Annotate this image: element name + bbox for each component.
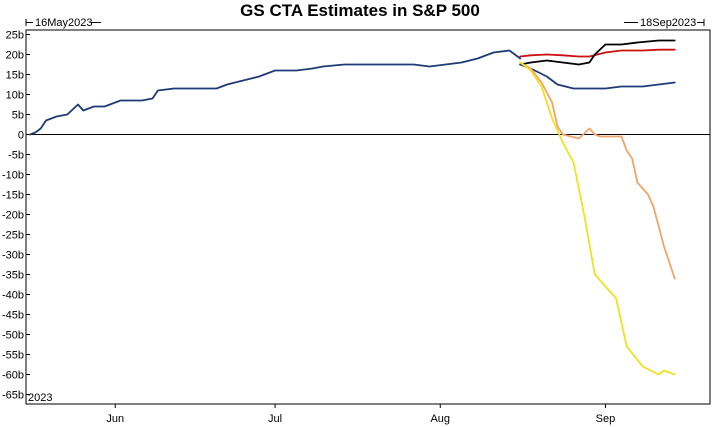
y-tick-label: 20b	[6, 50, 24, 62]
y-tick-label: 5b	[12, 110, 24, 122]
range-start-marker: 16May2023	[25, 17, 101, 29]
x-axis: Jun Jul Aug Sep	[106, 404, 615, 425]
range-end-marker: 18Sep2023	[624, 17, 705, 29]
plot-area-frame	[25, 29, 711, 405]
series-line	[519, 61, 676, 376]
y-tick-label: 15b	[6, 70, 24, 82]
year-label: 2023	[28, 392, 52, 404]
y-tick-label: 0	[18, 130, 24, 142]
series-layer	[29, 39, 676, 376]
range-start-label: 16May2023	[35, 17, 93, 29]
x-tick-label: Sep	[596, 413, 616, 425]
y-tick-label: -50b	[2, 330, 24, 342]
x-tick-label: Aug	[430, 413, 450, 425]
x-tick-label: Jun	[106, 413, 124, 425]
y-tick-label: -30b	[2, 250, 24, 262]
series-line	[519, 48, 676, 58]
y-tick-label: -20b	[2, 210, 24, 222]
chart-title: GS CTA Estimates in S&P 500	[240, 1, 480, 20]
range-end-label: 18Sep2023	[640, 17, 696, 29]
y-tick-label: -40b	[2, 290, 24, 302]
y-axis: 25b 20b 15b 10b 5b 0 -5b -10b -15b -20b -25b -30b -3…	[2, 30, 30, 402]
y-tick-label: -45b	[2, 310, 24, 322]
series-line	[519, 39, 676, 66]
series-line	[519, 63, 676, 90]
series-line	[519, 61, 676, 280]
y-tick-label: -65b	[2, 390, 24, 402]
y-tick-label: -55b	[2, 350, 24, 362]
y-tick-label: -35b	[2, 270, 24, 282]
y-tick-label: -5b	[8, 150, 24, 162]
y-tick-label: -15b	[2, 190, 24, 202]
y-tick-label: -10b	[2, 170, 24, 182]
series-line	[29, 49, 522, 136]
y-tick-label: -25b	[2, 230, 24, 242]
x-tick-label: Jul	[268, 413, 282, 425]
y-tick-label: -60b	[2, 370, 24, 382]
y-tick-label: 10b	[6, 90, 24, 102]
y-tick-label: 25b	[6, 30, 24, 42]
